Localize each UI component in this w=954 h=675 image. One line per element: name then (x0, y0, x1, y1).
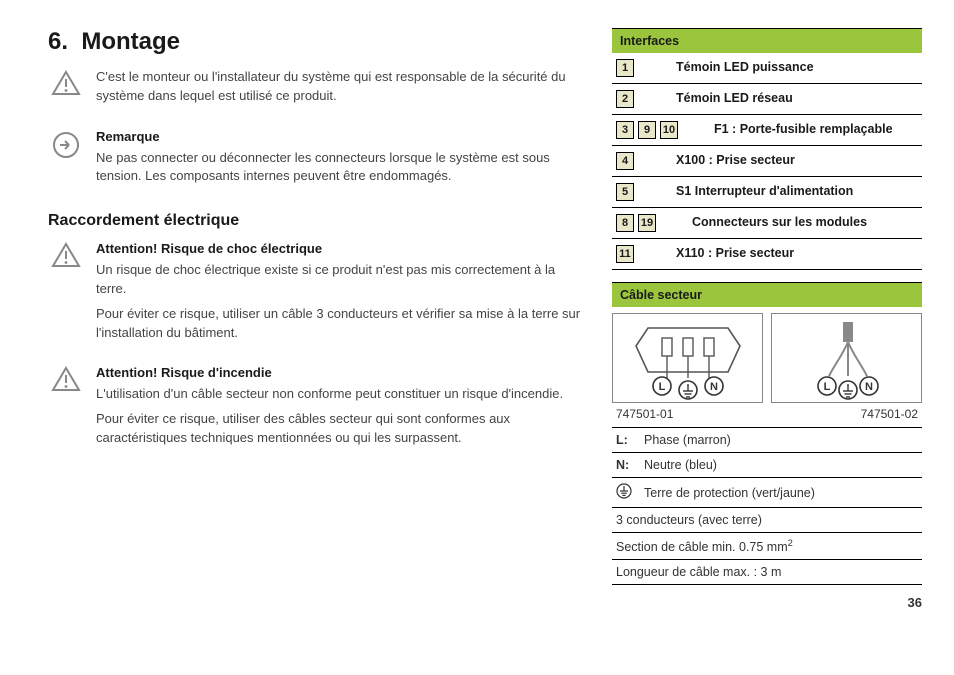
interface-numbers: 3910 (616, 121, 678, 139)
legend-key: L: (616, 433, 636, 447)
warning-icon (48, 68, 84, 112)
interface-number: 11 (616, 245, 634, 263)
interface-numbers: 5 (616, 183, 640, 201)
interface-numbers: 2 (616, 90, 640, 108)
interface-number: 2 (616, 90, 634, 108)
interface-number: 4 (616, 152, 634, 170)
interface-number: 8 (616, 214, 634, 232)
legend-row: N: Neutre (bleu) (612, 453, 922, 478)
warning-text: Pour éviter ce risque, utiliser un câble… (96, 305, 588, 343)
warning-title: Attention! Risque d'incendie (96, 364, 588, 383)
interface-number: 5 (616, 183, 634, 201)
cable-spec: Section de câble min. 0.75 mm2 (612, 533, 922, 560)
legend-value: Terre de protection (vert/jaune) (644, 486, 815, 500)
warning-title: Attention! Risque de choc électrique (96, 240, 588, 259)
note-title: Remarque (96, 128, 588, 147)
info-arrow-icon (48, 128, 84, 193)
svg-text:L: L (823, 381, 830, 393)
interface-numbers: 819 (616, 214, 656, 232)
subheading: Raccordement électrique (48, 212, 588, 230)
warning-shock: Attention! Risque de choc électrique Un … (48, 240, 588, 348)
svg-text:N: N (865, 381, 873, 393)
interface-label: Témoin LED réseau (650, 90, 793, 106)
svg-text:N: N (710, 381, 718, 393)
interfaces-row: 2 Témoin LED réseau (612, 84, 922, 115)
cable-diagrams: L N L (612, 313, 922, 403)
interface-number: 10 (660, 121, 678, 139)
svg-text:L: L (658, 381, 665, 393)
cable-part-numbers: 747501-01 747501-02 (612, 405, 922, 428)
cable-diagram-1: L N (612, 313, 763, 403)
interface-numbers: 1 (616, 59, 640, 77)
note-text: C'est le monteur ou l'installateur du sy… (96, 68, 588, 106)
interface-label: X110 : Prise secteur (650, 245, 794, 261)
interface-number: 1 (616, 59, 634, 77)
part-number: 747501-02 (861, 407, 918, 421)
interface-label: Connecteurs sur les modules (666, 214, 867, 230)
interface-numbers: 11 (616, 245, 640, 263)
interface-label: F1 : Porte-fusible remplaçable (688, 121, 893, 137)
warning-text: Un risque de choc électrique existe si c… (96, 261, 588, 299)
warning-icon (48, 240, 84, 348)
warning-icon (48, 364, 84, 453)
cable-header: Câble secteur (612, 282, 922, 307)
cable-spec: Longueur de câble max. : 3 m (612, 560, 922, 585)
interfaces-row: 819 Connecteurs sur les modules (612, 208, 922, 239)
cable-spec: 3 conducteurs (avec terre) (612, 508, 922, 533)
interfaces-row: 4 X100 : Prise secteur (612, 146, 922, 177)
interface-number: 19 (638, 214, 656, 232)
warning-text: L'utilisation d'un câble secteur non con… (96, 385, 588, 404)
part-number: 747501-01 (616, 407, 673, 421)
interface-label: X100 : Prise secteur (650, 152, 795, 168)
legend-row: Terre de protection (vert/jaune) (612, 478, 922, 508)
interface-number: 3 (616, 121, 634, 139)
legend-row: L: Phase (marron) (612, 428, 922, 453)
note-responsibility: C'est le monteur ou l'installateur du sy… (48, 68, 588, 112)
interfaces-row: 1 Témoin LED puissance (612, 53, 922, 84)
interface-label: S1 Interrupteur d'alimentation (650, 183, 853, 199)
interfaces-row: 5 S1 Interrupteur d'alimentation (612, 177, 922, 208)
legend-value: Neutre (bleu) (644, 458, 717, 472)
interface-numbers: 4 (616, 152, 640, 170)
legend-value: Phase (marron) (644, 433, 731, 447)
warning-fire: Attention! Risque d'incendie L'utilisati… (48, 364, 588, 453)
warning-text: Pour éviter ce risque, utiliser des câbl… (96, 410, 588, 448)
ground-icon (616, 483, 636, 502)
note-remark: Remarque Ne pas connecter ou déconnecter… (48, 128, 588, 193)
page-number: 36 (612, 595, 922, 610)
interfaces-header: Interfaces (612, 28, 922, 53)
note-text: Ne pas connecter ou déconnecter les conn… (96, 149, 588, 187)
interface-number: 9 (638, 121, 656, 139)
cable-diagram-2: L N (771, 313, 922, 403)
interfaces-row: 11 X110 : Prise secteur (612, 239, 922, 270)
interface-label: Témoin LED puissance (650, 59, 814, 75)
page-title: 6. Montage (48, 28, 588, 56)
legend-key: N: (616, 458, 636, 472)
interfaces-row: 3910 F1 : Porte-fusible remplaçable (612, 115, 922, 146)
interfaces-table: 1 Témoin LED puissance 2 Témoin LED réseau 3… (612, 53, 922, 270)
